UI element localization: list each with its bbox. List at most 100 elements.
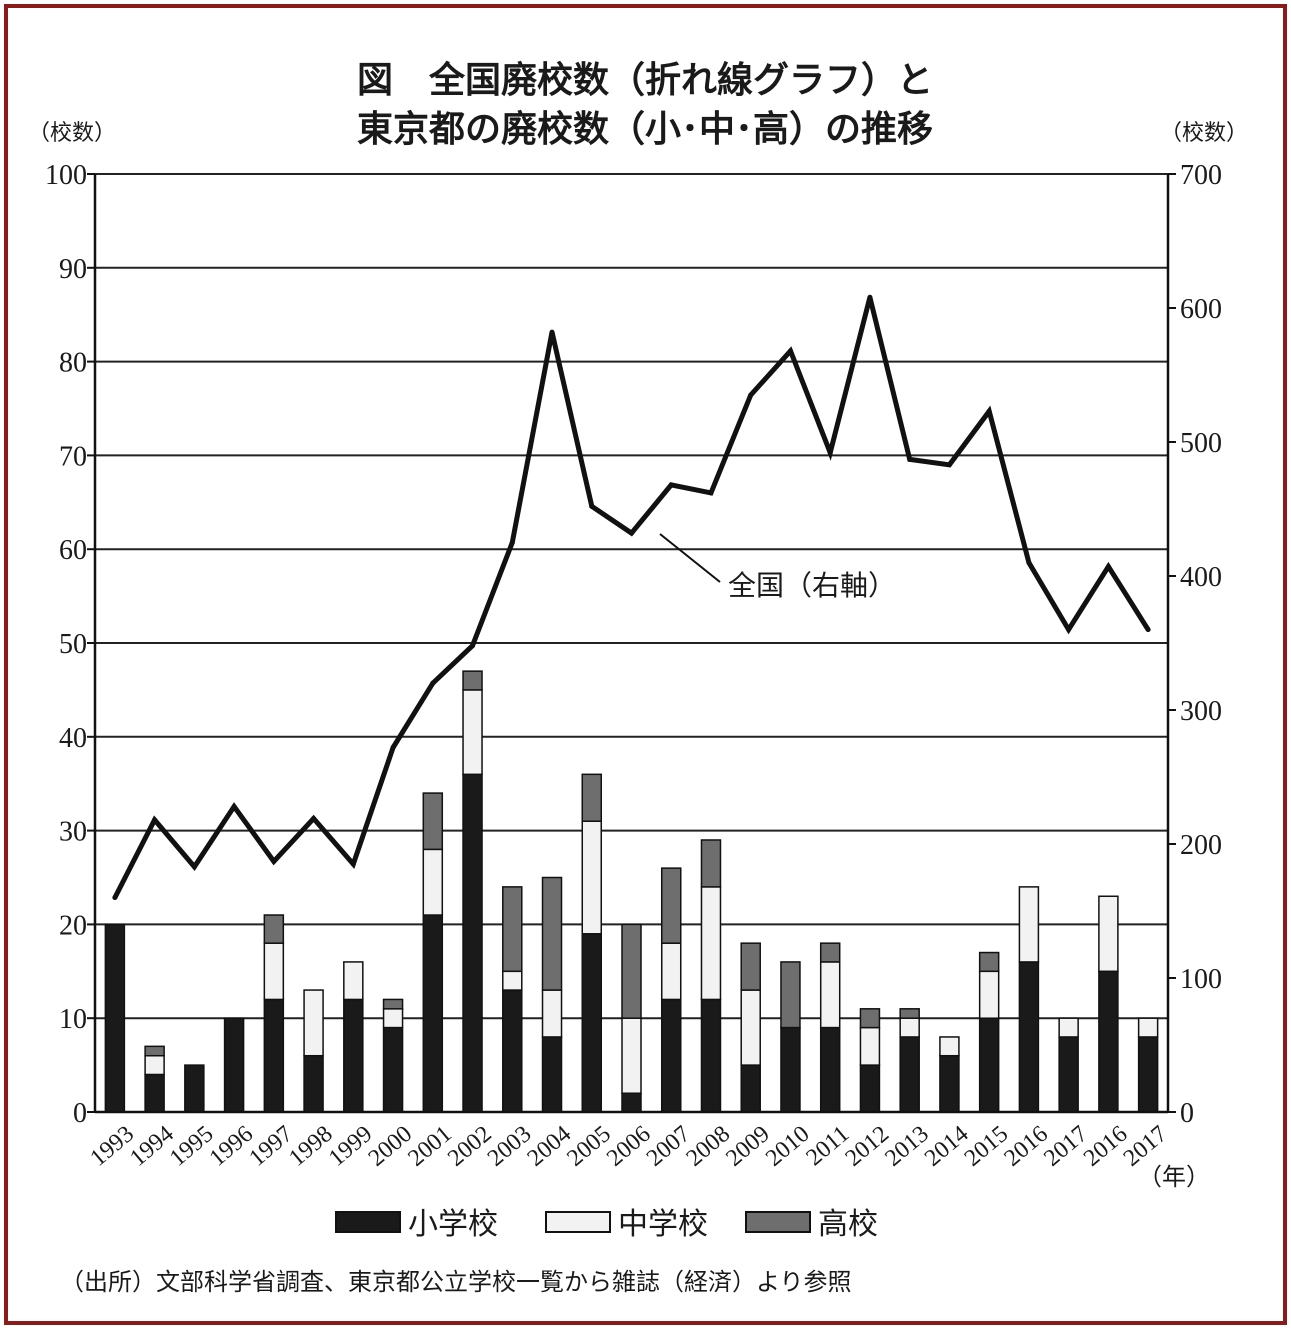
bar-high-school bbox=[660, 867, 682, 944]
national-line-point bbox=[629, 530, 634, 536]
national-line-point bbox=[549, 329, 555, 335]
bar-elementary bbox=[859, 1064, 881, 1113]
national-line-point bbox=[589, 503, 595, 509]
national-line-point bbox=[827, 450, 833, 456]
national-line-point bbox=[1026, 560, 1032, 566]
legend-swatch-high-school bbox=[745, 1211, 811, 1233]
national-line-point bbox=[509, 540, 515, 545]
bar-high-school bbox=[780, 961, 801, 1029]
right-axis-unit: （校数） bbox=[1160, 121, 1248, 146]
bar-junior-high bbox=[263, 942, 285, 1001]
bar-elementary bbox=[939, 1054, 960, 1113]
bar-junior-high bbox=[541, 989, 563, 1038]
bar-junior-high bbox=[422, 848, 444, 916]
national-line-point bbox=[152, 817, 158, 823]
bar-junior-high bbox=[740, 989, 761, 1066]
left-tick-label: 0 bbox=[73, 1098, 87, 1129]
annotation-leader-line bbox=[659, 533, 721, 583]
bar-elementary bbox=[382, 1026, 404, 1113]
left-axis-unit: （校数） bbox=[28, 121, 116, 146]
bar-elementary bbox=[223, 1017, 245, 1113]
right-tick-label: 200 bbox=[1180, 830, 1222, 861]
right-tick-label: 0 bbox=[1180, 1098, 1194, 1129]
bar-elementary bbox=[899, 1036, 920, 1113]
bar-elementary bbox=[700, 998, 722, 1113]
bar-elementary bbox=[144, 1073, 165, 1113]
left-tick-label: 60 bbox=[59, 535, 87, 566]
bar-junior-high bbox=[1137, 1017, 1159, 1038]
right-tick-label: 300 bbox=[1180, 696, 1222, 727]
left-tick-label: 70 bbox=[59, 441, 87, 472]
bar-high-school bbox=[899, 1008, 920, 1019]
bar-junior-high bbox=[978, 970, 1000, 1019]
bar-high-school bbox=[978, 951, 1000, 973]
bar-junior-high bbox=[1098, 895, 1119, 973]
bar-elementary bbox=[104, 923, 126, 1113]
bar-elementary bbox=[1098, 970, 1119, 1113]
left-tick-label: 40 bbox=[59, 723, 87, 754]
national-line bbox=[112, 296, 1151, 899]
national-line-point bbox=[191, 864, 197, 870]
bar-high-school bbox=[502, 886, 523, 973]
x-axis-unit: （年） bbox=[1138, 1164, 1210, 1191]
national-line-point bbox=[430, 680, 436, 686]
bar-junior-high bbox=[700, 886, 722, 1001]
legend-swatch-junior-high bbox=[545, 1211, 611, 1233]
national-line-point bbox=[271, 858, 277, 864]
bar-junior-high bbox=[144, 1054, 165, 1076]
right-tick-label: 600 bbox=[1180, 294, 1222, 325]
annotation-label: 全国（右軸） bbox=[728, 569, 896, 602]
bar-high-school bbox=[541, 876, 563, 991]
left-tick-label: 80 bbox=[59, 348, 87, 379]
national-line-point bbox=[668, 482, 674, 488]
source-note: （出所）文部科学省調査、東京都公立学校一覧から雑誌（経済）より参照 bbox=[60, 1268, 852, 1296]
bar-junior-high bbox=[462, 689, 483, 776]
bar-junior-high bbox=[343, 961, 364, 1001]
right-tick-label: 400 bbox=[1180, 562, 1222, 593]
bar-junior-high bbox=[899, 1017, 920, 1038]
bar-junior-high bbox=[1018, 886, 1040, 963]
national-line-point bbox=[748, 392, 754, 398]
bar-high-school bbox=[700, 839, 722, 888]
bar-high-school bbox=[263, 914, 285, 944]
national-line-point bbox=[390, 745, 396, 751]
bar-high-school bbox=[859, 1008, 881, 1029]
bar-high-school bbox=[422, 792, 444, 851]
left-tick-label: 90 bbox=[59, 254, 87, 285]
bar-junior-high bbox=[581, 820, 603, 935]
bar-elementary bbox=[422, 914, 444, 1113]
national-line-point bbox=[867, 294, 873, 300]
bar-elementary bbox=[263, 998, 285, 1113]
bar-high-school bbox=[581, 773, 603, 822]
bar-elementary bbox=[184, 1064, 205, 1113]
bar-junior-high bbox=[939, 1036, 960, 1057]
right-tick-label: 500 bbox=[1180, 428, 1222, 459]
bar-junior-high bbox=[1058, 1017, 1079, 1038]
bar-elementary bbox=[343, 998, 364, 1113]
bar-junior-high bbox=[502, 970, 523, 991]
bar-junior-high bbox=[621, 1017, 642, 1094]
legend: 小学校 中学校 高校 bbox=[335, 1207, 878, 1242]
chart-title-line2: 東京都の廃校数（小･中･高）の推移 bbox=[357, 108, 933, 150]
national-line-group bbox=[112, 294, 1151, 901]
national-line-point bbox=[986, 408, 992, 414]
bar-elementary bbox=[502, 989, 523, 1113]
legend-label-elementary: 小学校 bbox=[408, 1207, 498, 1242]
legend-label-high-school: 高校 bbox=[818, 1207, 878, 1242]
bar-junior-high bbox=[660, 942, 682, 1001]
axes-group: 0 10 20 30 40 50 60 70 80 90 100 0 100 200 300 400 500 60… bbox=[45, 160, 1222, 1172]
national-line-point bbox=[311, 816, 317, 822]
bar-elementary bbox=[660, 998, 682, 1113]
bar-elementary bbox=[1018, 961, 1040, 1113]
bar-elementary bbox=[780, 1026, 801, 1113]
left-tick-label: 50 bbox=[59, 629, 87, 660]
national-line-point bbox=[907, 456, 913, 462]
national-line-point bbox=[708, 490, 714, 496]
left-tick-label: 20 bbox=[59, 910, 87, 941]
legend-label-junior-high: 中学校 bbox=[618, 1207, 708, 1242]
national-line-point bbox=[112, 895, 118, 901]
bar-high-school bbox=[740, 942, 761, 991]
bar-junior-high bbox=[859, 1026, 881, 1066]
national-line-point bbox=[231, 803, 237, 809]
national-line-annotation: 全国（右軸） bbox=[659, 533, 896, 602]
